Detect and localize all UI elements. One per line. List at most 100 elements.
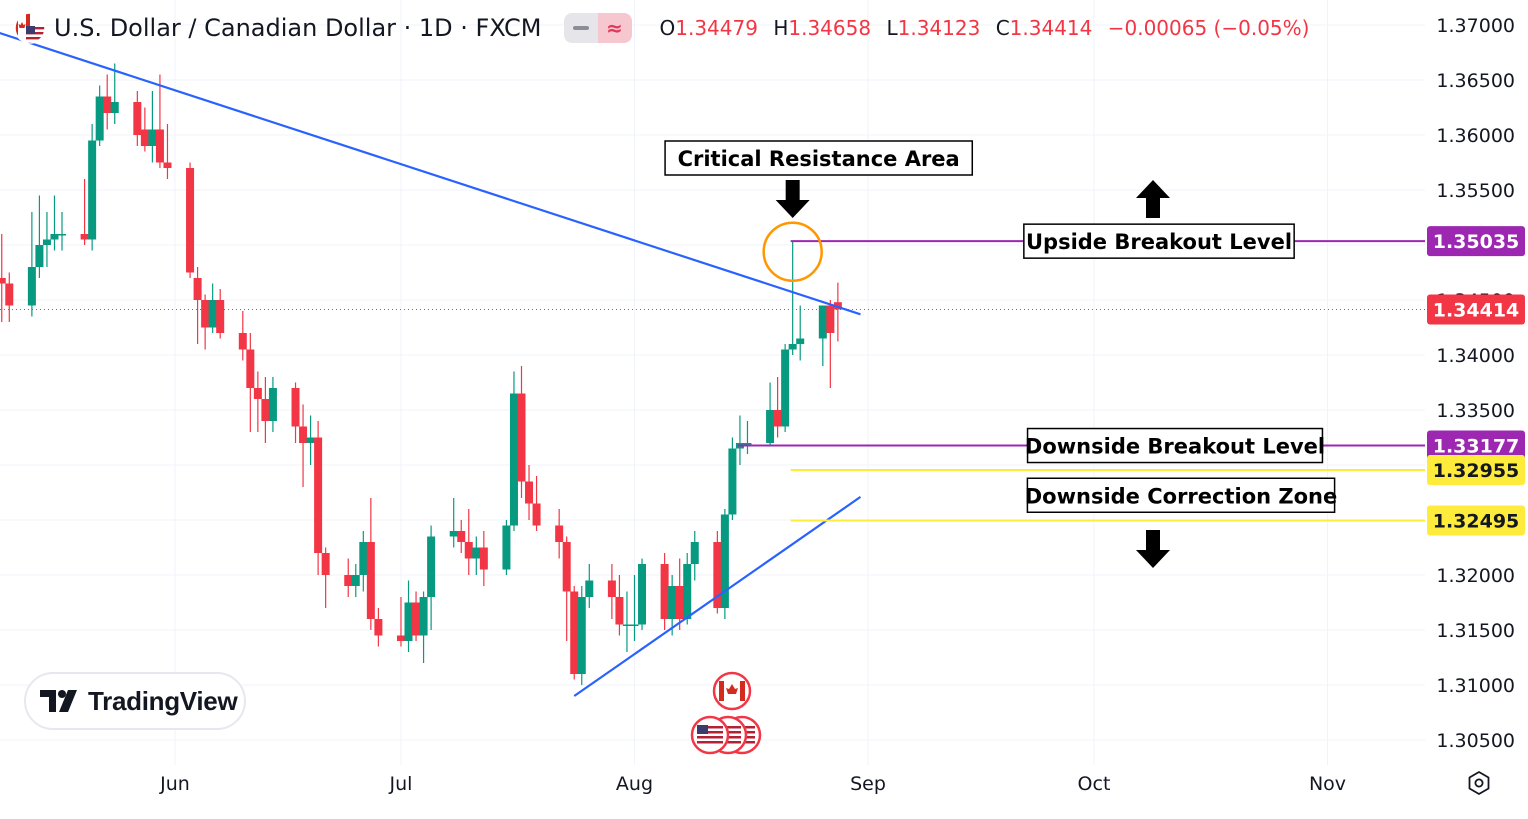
candle-body bbox=[186, 168, 195, 273]
candle-body bbox=[261, 399, 270, 421]
candle-body bbox=[796, 338, 805, 344]
us-flag-icon-canton bbox=[697, 725, 708, 734]
candle-body bbox=[299, 426, 308, 443]
change-value: −0.00065 (−0.05%) bbox=[1107, 16, 1310, 40]
close-value: 1.34414 bbox=[1009, 16, 1093, 40]
candle bbox=[35, 195, 44, 278]
collapse-icon[interactable] bbox=[563, 13, 598, 43]
candle-body bbox=[246, 349, 255, 388]
us-flag-icon-stripe bbox=[697, 731, 723, 734]
candle bbox=[253, 371, 262, 432]
wave-icon[interactable]: ≈ bbox=[597, 13, 632, 43]
close-label: C bbox=[995, 16, 1010, 40]
downside-price-tag: 1.33177 bbox=[1427, 430, 1525, 461]
candle bbox=[668, 575, 677, 636]
candle-body bbox=[690, 542, 699, 564]
candle-body bbox=[193, 278, 202, 300]
tradingview-logo[interactable]: TradingView bbox=[24, 672, 246, 730]
time-tick-label: Sep bbox=[850, 773, 886, 795]
correction-top-tag-text: 1.32955 bbox=[1433, 460, 1520, 482]
candle-body bbox=[201, 300, 210, 328]
candle bbox=[95, 85, 104, 146]
candle bbox=[238, 311, 247, 361]
candle bbox=[683, 553, 692, 625]
downside-breakout-label-box bbox=[1026, 427, 1324, 464]
candle bbox=[615, 575, 624, 636]
candle bbox=[404, 580, 413, 652]
candle bbox=[0, 234, 6, 322]
candle-body bbox=[133, 102, 142, 135]
candle bbox=[562, 536, 571, 641]
candle-body bbox=[314, 437, 323, 553]
candle-body bbox=[50, 234, 59, 240]
us-flag-icon-stripe bbox=[697, 726, 723, 729]
open-label: O bbox=[659, 16, 676, 40]
candle bbox=[396, 597, 405, 647]
candle-body bbox=[27, 267, 36, 306]
candle bbox=[50, 195, 59, 251]
gear-outline bbox=[1468, 771, 1490, 795]
candle bbox=[735, 415, 744, 465]
downside-price-tag-bg bbox=[1427, 430, 1525, 461]
candle bbox=[570, 586, 579, 680]
candle bbox=[155, 74, 164, 168]
candle-body bbox=[253, 388, 262, 399]
candle bbox=[306, 415, 315, 465]
candles bbox=[0, 63, 842, 685]
candle-body bbox=[464, 542, 473, 559]
correction-bottom-tag-bg bbox=[1427, 505, 1525, 536]
candle-body bbox=[58, 234, 67, 236]
candle-body bbox=[88, 140, 97, 240]
candle-body bbox=[140, 129, 149, 146]
candle-body bbox=[683, 564, 692, 619]
us-flag-icon-2-stripe bbox=[715, 741, 741, 744]
downside-breakout-label-text: Downside Breakout Level bbox=[1025, 435, 1325, 459]
candle-body bbox=[208, 300, 217, 328]
candle-body bbox=[359, 542, 368, 575]
price-tick-label: 1.33500 bbox=[1436, 400, 1515, 422]
time-tick-label: Oct bbox=[1078, 773, 1111, 795]
us-flag-icon-stripe bbox=[697, 741, 723, 744]
candle bbox=[826, 300, 835, 388]
candle-body bbox=[42, 239, 51, 245]
candle bbox=[374, 608, 383, 647]
symbol-title[interactable]: U.S. Dollar / Canadian Dollar · 1D · FXC… bbox=[54, 14, 542, 42]
candle bbox=[660, 553, 669, 630]
price-tick-label: 1.37000 bbox=[1436, 15, 1515, 37]
candle bbox=[110, 63, 119, 124]
candle-body bbox=[713, 542, 722, 608]
us-flag-icon-ring bbox=[690, 715, 730, 755]
canada-flag-icon[interactable] bbox=[712, 671, 752, 711]
candle bbox=[532, 476, 541, 531]
candle bbox=[638, 558, 647, 630]
candle bbox=[133, 91, 142, 146]
candle bbox=[728, 437, 737, 520]
correction-zone-label: Downside Correction Zone bbox=[1025, 477, 1337, 513]
us-flag-icon[interactable] bbox=[690, 715, 730, 755]
canada-flag-icon-band-l bbox=[719, 681, 724, 701]
candle-body bbox=[502, 525, 511, 570]
arrow-up-icon bbox=[1136, 180, 1170, 218]
candle bbox=[314, 421, 323, 575]
candle bbox=[675, 558, 684, 630]
candle bbox=[449, 498, 458, 548]
price-tick-label: 1.36000 bbox=[1436, 125, 1515, 147]
candle bbox=[5, 272, 14, 322]
indicator-toggle[interactable]: ≈ bbox=[563, 13, 632, 43]
candle-body bbox=[638, 564, 647, 625]
us-flag-icon-2-stripe bbox=[715, 726, 741, 729]
candle-body bbox=[35, 245, 44, 267]
high-value: 1.34658 bbox=[788, 16, 872, 40]
us-flag-icon-stripe bbox=[697, 736, 723, 739]
candle-body bbox=[509, 393, 518, 526]
candle-body bbox=[427, 536, 436, 597]
candle bbox=[766, 382, 775, 446]
candle-body bbox=[675, 586, 684, 619]
arrow-down-icon bbox=[1136, 530, 1170, 568]
upside-breakout-label-text: Upside Breakout Level bbox=[1026, 230, 1292, 254]
candle-body bbox=[728, 448, 737, 515]
settings-icon[interactable] bbox=[1468, 771, 1490, 795]
candle-body bbox=[517, 393, 526, 482]
